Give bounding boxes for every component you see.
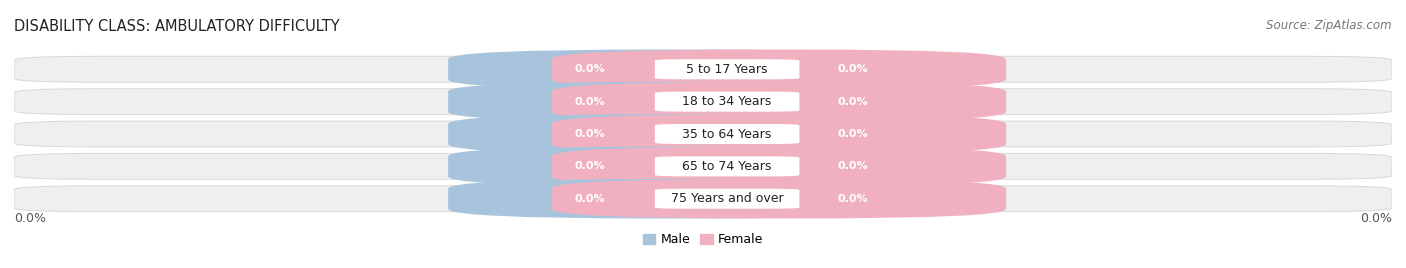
Text: 0.0%: 0.0%: [574, 64, 605, 74]
Text: 0.0%: 0.0%: [14, 212, 46, 225]
FancyBboxPatch shape: [655, 189, 800, 209]
Text: DISABILITY CLASS: AMBULATORY DIFFICULTY: DISABILITY CLASS: AMBULATORY DIFFICULTY: [14, 19, 340, 34]
Text: 0.0%: 0.0%: [574, 194, 605, 204]
Text: 75 Years and over: 75 Years and over: [671, 192, 783, 205]
FancyBboxPatch shape: [655, 124, 800, 144]
FancyBboxPatch shape: [758, 189, 907, 209]
Text: 0.0%: 0.0%: [838, 161, 868, 171]
FancyBboxPatch shape: [524, 92, 907, 112]
FancyBboxPatch shape: [449, 147, 903, 186]
Text: 65 to 74 Years: 65 to 74 Years: [682, 160, 772, 173]
Text: 5 to 17 Years: 5 to 17 Years: [686, 63, 768, 76]
Text: 0.0%: 0.0%: [838, 129, 868, 139]
FancyBboxPatch shape: [14, 186, 1392, 212]
FancyBboxPatch shape: [14, 153, 1392, 179]
Text: 0.0%: 0.0%: [574, 129, 605, 139]
Legend: Male, Female: Male, Female: [638, 228, 768, 251]
FancyBboxPatch shape: [758, 124, 907, 144]
FancyBboxPatch shape: [524, 59, 696, 79]
FancyBboxPatch shape: [655, 92, 800, 112]
FancyBboxPatch shape: [551, 114, 1007, 154]
FancyBboxPatch shape: [524, 92, 696, 112]
FancyBboxPatch shape: [551, 147, 1007, 186]
FancyBboxPatch shape: [524, 189, 696, 209]
FancyBboxPatch shape: [758, 92, 907, 112]
FancyBboxPatch shape: [524, 124, 696, 144]
FancyBboxPatch shape: [551, 82, 1007, 121]
Text: 0.0%: 0.0%: [838, 64, 868, 74]
FancyBboxPatch shape: [655, 59, 800, 79]
FancyBboxPatch shape: [551, 179, 1007, 218]
Text: 18 to 34 Years: 18 to 34 Years: [682, 95, 772, 108]
FancyBboxPatch shape: [524, 59, 907, 79]
FancyBboxPatch shape: [14, 56, 1392, 82]
Text: 0.0%: 0.0%: [574, 97, 605, 107]
Text: 0.0%: 0.0%: [838, 97, 868, 107]
FancyBboxPatch shape: [655, 156, 800, 176]
FancyBboxPatch shape: [14, 121, 1392, 147]
FancyBboxPatch shape: [551, 50, 1007, 89]
FancyBboxPatch shape: [524, 189, 907, 209]
Text: 0.0%: 0.0%: [574, 161, 605, 171]
FancyBboxPatch shape: [449, 82, 903, 121]
FancyBboxPatch shape: [758, 59, 907, 79]
FancyBboxPatch shape: [758, 156, 907, 176]
FancyBboxPatch shape: [524, 124, 907, 144]
Text: 35 to 64 Years: 35 to 64 Years: [682, 128, 772, 140]
FancyBboxPatch shape: [524, 156, 696, 176]
Text: 0.0%: 0.0%: [838, 194, 868, 204]
FancyBboxPatch shape: [449, 50, 903, 89]
FancyBboxPatch shape: [524, 156, 907, 176]
FancyBboxPatch shape: [449, 114, 903, 154]
FancyBboxPatch shape: [14, 89, 1392, 115]
Text: 0.0%: 0.0%: [1360, 212, 1392, 225]
Text: Source: ZipAtlas.com: Source: ZipAtlas.com: [1267, 19, 1392, 32]
FancyBboxPatch shape: [449, 179, 903, 218]
